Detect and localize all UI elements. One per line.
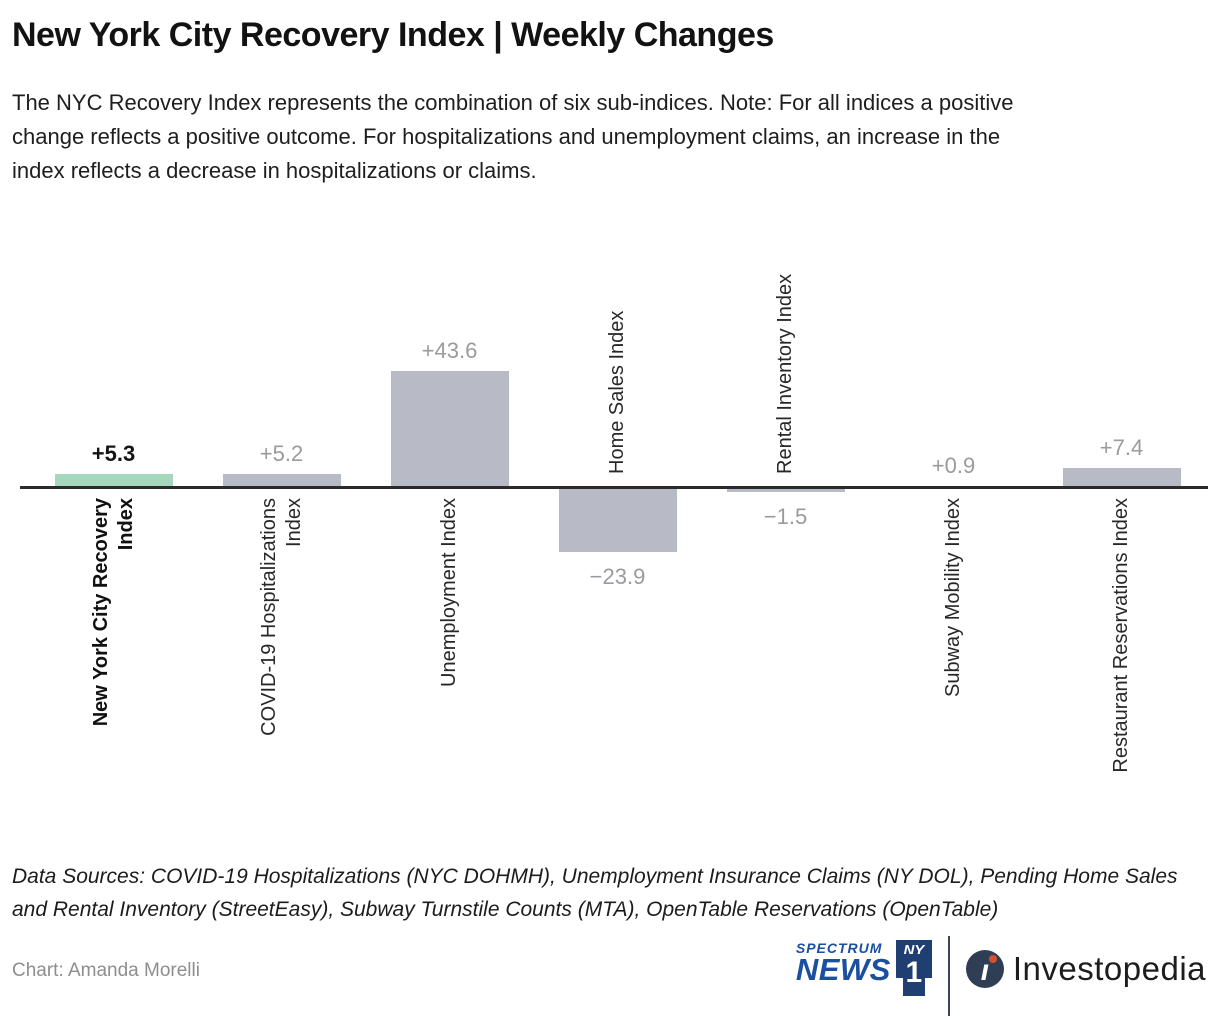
ny1-logo-icon: NY 1 [895,940,932,996]
bar-category-label: Rental Inventory Index [774,273,796,474]
spectrum-label: SPECTRUM [795,940,883,956]
bar-category-label: Subway Mobility Index [942,498,964,697]
bar [726,488,845,493]
bar-value-label: −23.9 [589,564,646,590]
chart-subtitle: The NYC Recovery Index represents the co… [12,90,1014,183]
investopedia-icon: ı [965,950,1004,988]
news-label: NEWS [795,952,891,987]
zero-axis-line [20,486,1208,489]
bar-category-label: Home Sales Index [606,310,628,474]
investopedia-logo: ı Investopedia [965,950,1206,988]
bar [1062,468,1181,488]
ny1-one-label: 1 [902,954,925,996]
bar-category-label: Unemployment Index [438,498,460,687]
data-sources-note: Data Sources: COVID-19 Hospitalizations … [12,865,1178,921]
investopedia-wordmark: Investopedia [1012,950,1206,987]
chart-credit: Chart: Amanda Morelli [12,960,200,981]
bar-value-label: +0.9 [931,452,976,478]
bar-value-label: +5.3 [91,440,136,466]
bar-value-label: +5.2 [259,441,304,467]
spectrum-news-ny1-logo: SPECTRUM NEWS NY 1 [795,936,932,996]
bar-value-label: −1.5 [763,504,808,530]
bar-chart: +5.3 New York City Recovery Index +5.2 COVI… [20,273,1208,773]
bar-category-label: Restaurant Reservations Index [1110,498,1132,773]
bar-category-label: COVID-19 Hospitalizations Index [257,498,305,736]
bar-category-label: New York City Recovery Index [89,498,137,727]
bar [222,474,341,488]
bar [390,370,509,488]
bar-value-label: +7.4 [1099,435,1144,461]
bar [558,488,677,553]
bar-value-label: +43.6 [421,337,478,363]
investopedia-orange-dot-icon [988,955,997,963]
bar [54,473,173,488]
logo-row: SPECTRUM NEWS NY 1 ı Investopedia [796,936,1206,1016]
page-title: New York City Recovery Index | Weekly Ch… [12,16,774,54]
spectrum-news-wordmark: SPECTRUM NEWS [795,940,891,987]
logo-divider [947,936,950,1016]
